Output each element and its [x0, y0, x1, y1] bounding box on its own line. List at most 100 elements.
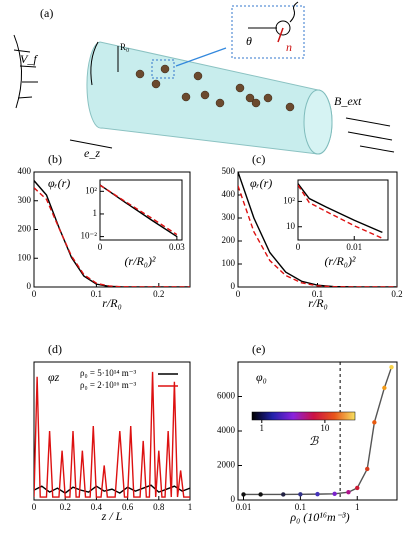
x-tick-label: 0	[236, 289, 241, 299]
panel-label: (a)	[40, 6, 53, 20]
point	[241, 492, 246, 497]
x-tick-label: 0.8	[153, 502, 165, 512]
legend-label: ρ₀ = 2·10¹⁶ m⁻³	[80, 380, 137, 390]
flow-profile	[13, 34, 23, 109]
zoom-inset	[231, 5, 305, 59]
x-axis-label: z / L	[101, 509, 123, 523]
y-tick-label: 10²	[283, 195, 295, 205]
inset-director	[277, 27, 284, 43]
panel-label: (c)	[252, 152, 265, 166]
curve-label: φz	[48, 370, 60, 384]
x-tick-label: 0.03	[169, 242, 185, 252]
particles	[135, 64, 295, 112]
y-tick-label: 10⁻²	[81, 231, 98, 241]
panel-label: (d)	[48, 342, 62, 356]
inset-frame	[297, 179, 389, 241]
inset-frame	[99, 179, 183, 241]
field-label: B_ext	[334, 94, 362, 108]
y-tick-label: 2000	[217, 460, 236, 470]
plot-frame	[237, 361, 398, 501]
y-tick-label: 300	[222, 212, 236, 222]
axis-arrow	[69, 139, 113, 149]
series-line	[243, 366, 393, 496]
point	[382, 385, 387, 391]
series-line	[34, 371, 190, 498]
series-line	[34, 180, 190, 287]
y-tick-label: 0	[231, 281, 236, 291]
y-tick-label: 4000	[217, 425, 236, 435]
x-tick-label: 0.2	[60, 502, 71, 512]
x-tick-label: 1	[355, 502, 360, 512]
y-tick-label: 400	[222, 189, 236, 199]
x-axis-label: r/R₀	[308, 296, 328, 310]
point	[298, 492, 303, 497]
zoom-arrow	[175, 47, 227, 67]
y-tick-label: 200	[222, 235, 236, 245]
x-tick-label: 0.4	[91, 502, 103, 512]
x-tick-label: 0.01	[346, 242, 362, 252]
y-tick-label: 0	[231, 494, 236, 504]
radius-label: R₀	[120, 42, 129, 52]
series-line	[34, 187, 190, 287]
axis-label: e_z	[84, 146, 100, 160]
x-tick-label: 0.6	[122, 502, 134, 512]
y-tick-label: 100	[18, 252, 32, 262]
inset-tail	[289, 1, 299, 23]
panel-label: (b)	[48, 152, 62, 166]
x-tick-label: 1	[188, 502, 193, 512]
point	[258, 492, 263, 497]
point	[355, 485, 360, 491]
point	[315, 491, 320, 497]
x-tick-label: 0.1	[91, 289, 102, 299]
point	[332, 491, 337, 496]
field-arrows	[345, 117, 395, 153]
x-axis-label: ρ₀ (10¹⁶m⁻³)	[289, 510, 349, 524]
flow-arrows	[13, 49, 38, 99]
y-tick-label: 1	[93, 208, 98, 218]
cylinder-radius	[90, 41, 99, 86]
series-line	[298, 183, 383, 234]
x-tick-label: 0	[32, 502, 37, 512]
series-line	[100, 184, 178, 238]
director-label: n	[286, 40, 292, 54]
x-tick-label: 0	[98, 242, 103, 252]
y-tick-label: 0	[27, 281, 32, 291]
x-axis-label: r/R₀	[102, 296, 122, 310]
colorbar	[251, 411, 356, 421]
x-tick-label: 0.1	[295, 502, 306, 512]
y-tick-label: 400	[18, 166, 32, 176]
flow-label: V_f	[20, 52, 38, 66]
curve-label: φᵣ(r)	[250, 176, 272, 190]
colorbar-tick-label: 1	[260, 423, 265, 433]
point	[389, 364, 394, 370]
series-line	[298, 184, 383, 239]
y-tick-label: 300	[18, 195, 32, 205]
legend-label: ρ₀ = 5·10¹⁴ m⁻³	[80, 368, 137, 378]
y-tick-label: 200	[18, 224, 32, 234]
curve-label: φ₀	[256, 370, 267, 384]
x-tick-label: 0.2	[153, 289, 164, 299]
series-line	[238, 185, 397, 287]
curve-label: φᵣ(r)	[48, 176, 70, 190]
y-tick-label: 100	[222, 258, 236, 268]
point	[365, 466, 370, 472]
point	[281, 492, 286, 497]
x-tick-label: 0.2	[391, 289, 402, 299]
point	[372, 420, 377, 425]
x-axis-label: (r/R₀)²	[324, 254, 355, 268]
point	[346, 490, 351, 495]
angle-label: θ	[246, 34, 252, 48]
cylinder	[86, 41, 333, 155]
cylinder-end	[303, 89, 333, 155]
x-tick-label: 0.01	[236, 502, 252, 512]
panel-label: (e)	[252, 342, 265, 356]
colorbar-label: ℬ	[309, 434, 320, 448]
y-tick-label: 10²	[85, 185, 97, 195]
y-tick-label: 6000	[217, 391, 236, 401]
x-tick-label: 0	[296, 242, 301, 252]
x-axis-label: (r/R₀)²	[124, 254, 155, 268]
x-tick-label: 0.1	[312, 289, 323, 299]
y-tick-label: 500	[222, 166, 236, 176]
series-line	[100, 184, 178, 236]
